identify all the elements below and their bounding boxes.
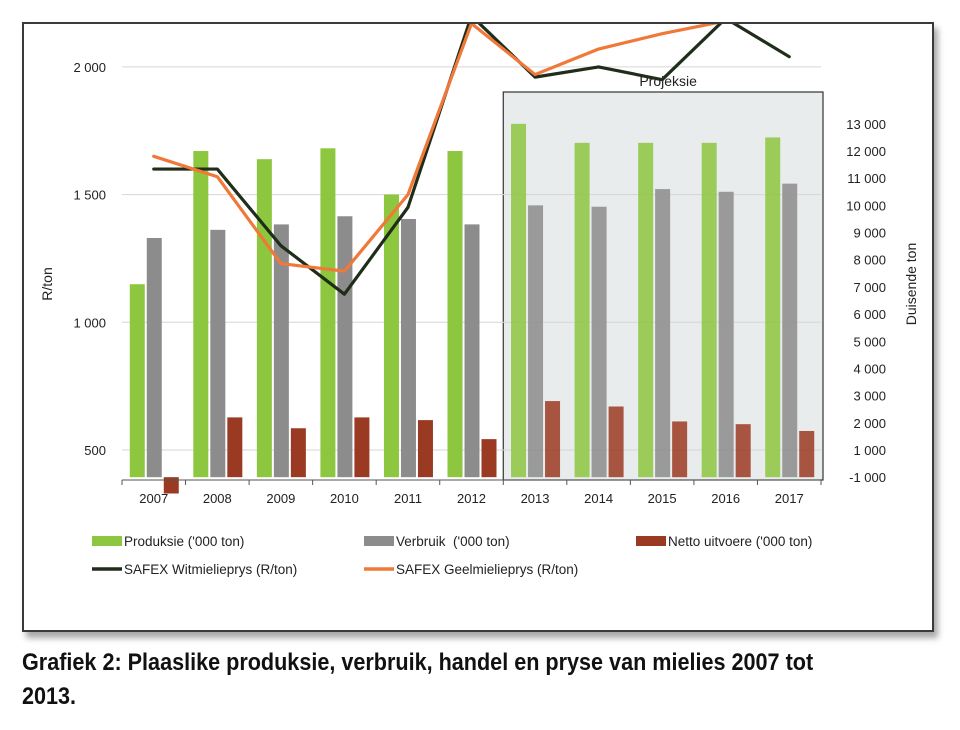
legend-label-witmielie: SAFEX Witmielieprys (R/ton) — [124, 562, 297, 577]
x-tick-label-2011: 2011 — [394, 491, 422, 506]
x-tick-label-2017: 2017 — [775, 491, 804, 506]
bar-produksie-2017 — [765, 137, 781, 478]
left-tick-label: 1 500 — [73, 188, 106, 203]
bars — [129, 123, 815, 494]
bar-verbruik-2011 — [400, 218, 416, 478]
bar-verbruik-2008 — [210, 229, 226, 478]
bar-produksie-2009 — [256, 159, 272, 478]
right-tick-label: 4 000 — [853, 361, 886, 376]
x-tick-label-2007: 2007 — [139, 491, 168, 506]
right-tick-label: 11 000 — [847, 171, 886, 186]
bar-netto-2007 — [163, 477, 179, 494]
x-tick-label-2014: 2014 — [584, 491, 613, 506]
x-tick-label-2013: 2013 — [521, 491, 550, 506]
legend-label-geelmielie: SAFEX Geelmielieprys (R/ton) — [396, 562, 578, 577]
bar-verbruik-2007 — [146, 237, 162, 478]
bar-verbruik-2016 — [718, 191, 734, 478]
right-tick-label: 8 000 — [853, 253, 886, 268]
bar-netto-2016 — [735, 424, 751, 478]
bar-verbruik-2013 — [528, 205, 544, 478]
bar-verbruik-2014 — [591, 206, 607, 478]
right-tick-label: 9 000 — [853, 226, 886, 241]
bar-netto-2014 — [608, 406, 624, 478]
x-tick-label-2009: 2009 — [266, 491, 295, 506]
chart-svg: Projeksie 2007 2008 2009 2010 2011 2012 2013 20… — [39, 24, 919, 577]
legend-label-produksie: Produksie ('000 ton) — [124, 534, 244, 549]
right-tick-label: 6 000 — [853, 307, 886, 322]
bar-netto-2009 — [290, 428, 306, 478]
bar-netto-2013 — [545, 401, 561, 478]
legend-label-netto: Netto uitvoere ('000 ton) — [668, 534, 812, 549]
legend-swatch-verbruik — [364, 536, 394, 546]
bar-produksie-2010 — [320, 148, 336, 478]
bar-verbruik-2015 — [655, 189, 671, 478]
right-tick-label: 10 000 — [846, 198, 886, 213]
bar-produksie-2016 — [701, 142, 717, 478]
right-tick-label: 7 000 — [853, 280, 886, 295]
right-tick-label: 1 000 — [853, 443, 886, 458]
bar-netto-2015 — [672, 421, 688, 478]
bar-produksie-2015 — [638, 142, 654, 478]
bar-verbruik-2009 — [273, 224, 289, 478]
bar-netto-2010 — [354, 417, 370, 478]
right-tick-label: 5 000 — [853, 334, 886, 349]
left-tick-label: 2 000 — [73, 60, 106, 75]
axes: 2007 2008 2009 2010 2011 2012 2013 2014 2015 2016… — [39, 60, 919, 506]
bar-produksie-2014 — [574, 142, 590, 478]
left-axis-title: R/ton — [39, 267, 55, 300]
left-tick-label: 1 000 — [73, 315, 106, 330]
price-lines — [152, 24, 791, 296]
x-tick-label-2008: 2008 — [203, 491, 232, 506]
bar-verbruik-2010 — [337, 216, 353, 478]
x-tick-label-2016: 2016 — [711, 491, 740, 506]
legend-label-verbruik: Verbruik ('000 ton) — [396, 534, 510, 549]
bar-produksie-2008 — [193, 151, 209, 478]
legend-swatch-produksie — [92, 536, 122, 546]
bar-produksie-2007 — [129, 284, 145, 478]
bar-verbruik-2012 — [464, 224, 480, 478]
figure-caption: Grafiek 2: Plaaslike produksie, verbruik… — [22, 649, 814, 710]
right-tick-label: -1 000 — [849, 470, 886, 485]
right-tick-label: 2 000 — [853, 416, 886, 431]
line-witmielie — [152, 24, 791, 296]
bar-produksie-2012 — [447, 151, 463, 478]
bar-netto-2011 — [417, 420, 433, 478]
x-tick-label-2015: 2015 — [648, 491, 677, 506]
right-tick-label: 3 000 — [853, 389, 886, 404]
right-tick-label: 13 000 — [846, 117, 886, 132]
bar-netto-2012 — [481, 439, 497, 478]
right-axis-title: Duisende ton — [903, 243, 919, 326]
legend-swatch-netto — [636, 536, 666, 546]
bar-netto-2017 — [799, 430, 815, 478]
left-tick-label: 500 — [84, 443, 106, 458]
legend: Produksie ('000 ton) Verbruik ('000 ton) N… — [92, 534, 812, 577]
x-tick-label-2012: 2012 — [457, 491, 486, 506]
bar-verbruik-2017 — [782, 183, 798, 478]
x-tick-label-2010: 2010 — [330, 491, 359, 506]
bar-netto-2008 — [227, 417, 243, 478]
bar-produksie-2011 — [383, 194, 399, 478]
right-tick-label: 12 000 — [846, 144, 886, 159]
chart-frame: Projeksie 2007 2008 2009 2010 2011 2012 2013 20… — [22, 22, 934, 632]
line-geelmielie — [152, 24, 719, 273]
bar-produksie-2013 — [511, 123, 527, 478]
